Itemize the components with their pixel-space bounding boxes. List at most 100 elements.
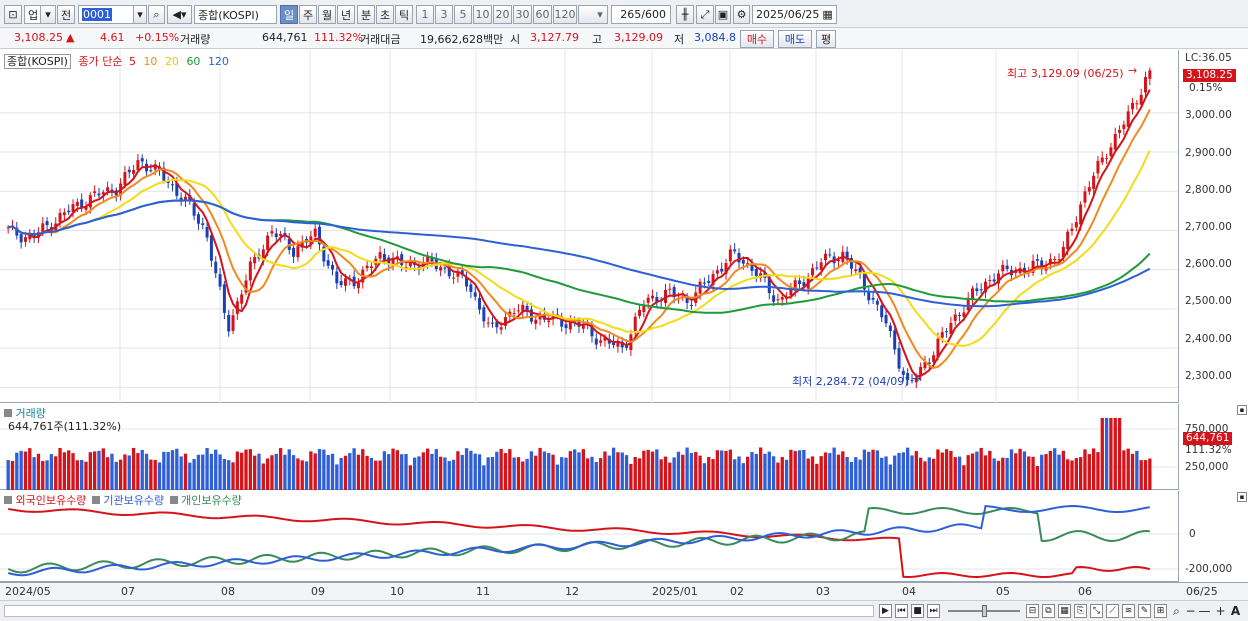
interval-60[interactable]: 60 — [533, 5, 552, 24]
zoom-slider-handle[interactable] — [982, 605, 987, 617]
volume-bar — [1117, 418, 1122, 490]
candle-body — [296, 246, 300, 258]
candle-body — [1144, 77, 1148, 93]
period-day[interactable]: 일 — [280, 5, 298, 24]
candle-body — [495, 321, 499, 328]
holdings-legend: 외국인보유수량 기관보유수량 개인보유수량 — [4, 492, 242, 508]
pen-icon[interactable]: ✎ — [1138, 604, 1151, 618]
legend-ma-60: 60 — [186, 55, 201, 68]
volume-bar — [71, 453, 75, 490]
trend-icon[interactable]: ⟋ — [1106, 604, 1119, 618]
price-chart[interactable] — [0, 50, 1178, 403]
volume-bar — [10, 460, 15, 490]
volume-bar — [646, 449, 650, 490]
x-label-11: 11 — [476, 585, 490, 598]
last-page-icon[interactable]: ⏭ — [927, 604, 940, 618]
volume-bar — [356, 454, 361, 490]
close-panel-icon[interactable]: ▪ — [1237, 405, 1247, 415]
candle-body — [1066, 231, 1070, 250]
volume-bar — [32, 457, 36, 490]
zoom-out-icon[interactable]: − — [1185, 604, 1196, 618]
y-tick-2500: 2,500.00 — [1185, 295, 1232, 307]
volume-bar — [45, 460, 49, 490]
y-tick-2400: 2,400.00 — [1185, 333, 1232, 345]
save-icon[interactable]: ▣ — [715, 5, 731, 24]
volume-bar — [598, 458, 603, 490]
volume-bar — [343, 455, 348, 490]
pattern-icon[interactable]: ⊞ — [1154, 604, 1167, 618]
candle-body — [1131, 102, 1135, 110]
interval-10[interactable]: 10 — [473, 5, 492, 24]
scroll-right-icon[interactable]: ▶ — [879, 604, 892, 618]
volume-bar — [1057, 454, 1061, 490]
search-icon[interactable]: ⌕ — [1173, 603, 1180, 618]
candle-type-icon[interactable]: ╫ — [676, 5, 694, 24]
code-input[interactable]: 0001 — [78, 5, 134, 24]
vol-tick-250000: 250,000 — [1185, 461, 1229, 473]
window-icon[interactable]: ⊡ — [4, 5, 22, 24]
interval-20[interactable]: 20 — [493, 5, 512, 24]
interval-3[interactable]: 3 — [435, 5, 453, 24]
holdings-panel[interactable]: 외국인보유수량 기관보유수량 개인보유수량 — [0, 491, 1178, 582]
line-tool-icon[interactable]: ⤢ — [696, 5, 714, 24]
layout-icon[interactable]: ⊟ — [1026, 604, 1039, 618]
candle-body — [279, 234, 283, 237]
volume-bar — [75, 460, 80, 490]
search-icon[interactable]: ⌕ — [148, 5, 165, 24]
volume-bar — [304, 461, 309, 490]
volume-bar — [823, 452, 828, 490]
candle-body — [274, 233, 278, 238]
volume-bar — [1087, 454, 1091, 490]
line-tool-icon[interactable]: ⤡ — [1090, 604, 1103, 618]
horizontal-scrollbar[interactable] — [4, 605, 874, 617]
minus-icon[interactable]: — — [1198, 604, 1211, 618]
price-chart-panel[interactable]: 종합(KOSPI) 종가 단순 5 10 20 60 120 최고 3,129.… — [0, 50, 1178, 403]
period-week[interactable]: 주 — [299, 5, 317, 24]
close-panel-icon[interactable]: ▪ — [1237, 492, 1247, 502]
candle-body — [538, 315, 542, 320]
candle-body — [84, 206, 88, 210]
volume-bar — [854, 457, 858, 490]
volume-panel[interactable]: 거래량 644,761주(111.32%) — [0, 404, 1178, 490]
bottom-toolbar: ▶ ⏮ ■ ⏭ ⊟ ⧉ ▦ ⎘ ⤡ ⟋ ≋ ✎ ⊞ ⌕ − — + A — [0, 600, 1248, 621]
prev-button[interactable]: 전 — [57, 5, 75, 24]
first-page-icon[interactable]: ⏮ — [895, 604, 908, 618]
buy-button[interactable]: 매수 — [740, 30, 774, 48]
count-input[interactable]: 265/600 — [611, 5, 671, 24]
interval-30[interactable]: 30 — [513, 5, 532, 24]
volume-chart[interactable] — [0, 404, 1178, 490]
volume-bar — [309, 451, 313, 490]
gear-icon[interactable]: ⚙ — [733, 5, 750, 24]
volume-bar — [252, 455, 257, 490]
period-minute[interactable]: 분 — [357, 5, 375, 24]
copy-icon[interactable]: ⎘ — [1074, 604, 1087, 618]
font-size-icon[interactable]: A — [1230, 604, 1241, 618]
grid-icon[interactable]: ▦ — [1058, 604, 1071, 618]
candle-body — [106, 187, 110, 192]
sell-button[interactable]: 매도 — [778, 30, 812, 48]
volume-bar — [849, 461, 854, 490]
candle-body — [702, 282, 706, 284]
period-year[interactable]: 년 — [337, 5, 355, 24]
period-month[interactable]: 월 — [318, 5, 336, 24]
interval-5[interactable]: 5 — [454, 5, 472, 24]
chevron-down-icon[interactable]: ▾ — [40, 5, 56, 24]
fibo-icon[interactable]: ≋ — [1122, 604, 1135, 618]
avg-button[interactable]: 평 — [816, 30, 836, 48]
quote-info-bar: 3,108.25 ▲ 4.61 +0.15% 거래량 644,761 111.3… — [0, 28, 1248, 49]
date-input[interactable]: 2025/06/25 ▦ — [752, 5, 837, 24]
zoom-in-icon[interactable]: + — [1215, 604, 1226, 618]
chevron-down-icon[interactable]: ▾ — [133, 5, 147, 24]
period-tick[interactable]: 틱 — [395, 5, 413, 24]
period-second[interactable]: 초 — [376, 5, 394, 24]
candle-body — [616, 341, 620, 347]
interval-dropdown[interactable]: ▾ — [578, 5, 608, 24]
volume-bar — [711, 459, 715, 490]
interval-120[interactable]: 120 — [553, 5, 577, 24]
stop-icon[interactable]: ■ — [911, 604, 924, 618]
interval-1[interactable]: 1 — [416, 5, 434, 24]
volume-bar — [918, 457, 923, 490]
holdings-chart[interactable] — [0, 491, 1178, 582]
speaker-icon[interactable]: ◀▾ — [167, 5, 192, 24]
window-icon[interactable]: ⧉ — [1042, 604, 1055, 618]
